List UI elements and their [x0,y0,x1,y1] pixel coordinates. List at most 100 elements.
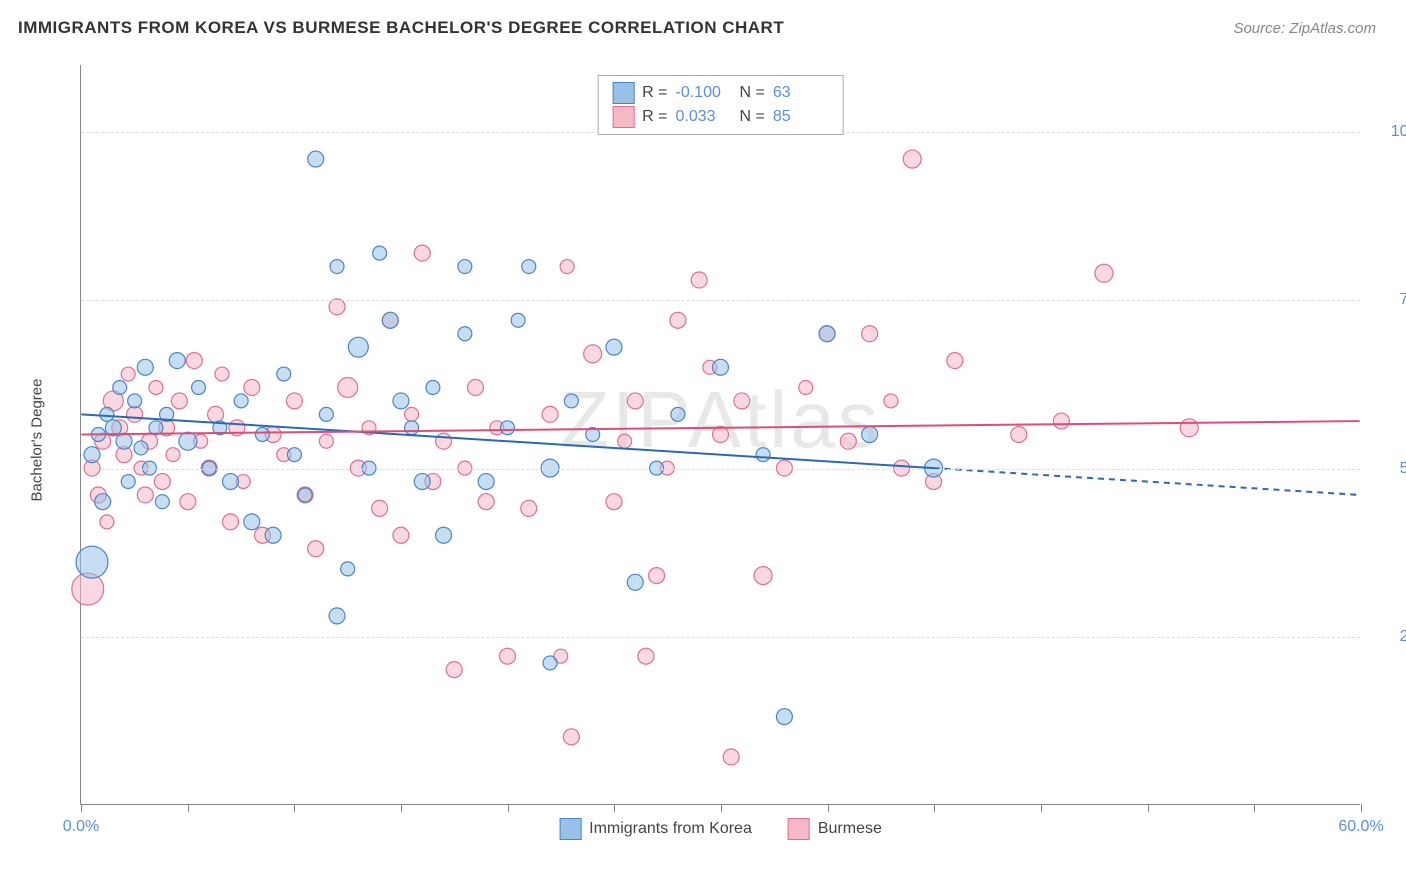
data-point [478,494,494,510]
data-point [627,393,643,409]
data-point [215,367,229,381]
data-point [500,421,514,435]
data-point [208,406,224,422]
data-point [799,380,813,394]
data-point [840,433,856,449]
chart-header: IMMIGRANTS FROM KOREA VS BURMESE BACHELO… [0,0,1406,48]
data-point [1180,419,1198,437]
r-label: R = [642,105,667,129]
data-point [499,648,515,664]
data-point [511,313,525,327]
plot-area: ZIPAtlas R = -0.100 N = 63 R = 0.033 N =… [80,65,1360,805]
grid-line [81,300,1360,301]
data-point [405,407,419,421]
data-point [84,447,100,463]
data-point [560,260,574,274]
data-point [458,327,472,341]
data-point [426,380,440,394]
n-label: N = [740,81,765,105]
data-point [137,487,153,503]
x-tick [294,804,295,812]
data-point [338,377,358,397]
data-point [137,359,153,375]
grid-line [81,637,1360,638]
data-point [223,474,239,490]
data-point [691,272,707,288]
y-axis-label: Bachelor's Degree [29,379,46,502]
data-point [286,393,302,409]
data-point [329,608,345,624]
data-point [862,427,878,443]
x-tick [828,804,829,812]
stats-legend: R = -0.100 N = 63 R = 0.033 N = 85 [597,75,844,135]
data-point [348,337,368,357]
data-point [265,527,281,543]
data-point [436,527,452,543]
data-point [121,475,135,489]
data-point [543,656,557,670]
data-point [618,434,632,448]
data-point [563,729,579,745]
data-point [754,567,772,585]
x-tick [934,804,935,812]
chart-source: Source: ZipAtlas.com [1233,20,1376,37]
data-point [903,150,921,168]
data-point [723,749,739,765]
data-point [308,151,324,167]
legend-item-burmese: Burmese [788,818,882,840]
data-point [756,448,770,462]
data-point [414,245,430,261]
data-point [606,339,622,355]
data-point [134,441,148,455]
data-point [521,500,537,516]
data-point [373,246,387,260]
data-point [95,494,111,510]
data-point [405,421,419,435]
legend-label-korea: Immigrants from Korea [589,820,752,838]
data-point [372,500,388,516]
data-point [862,326,878,342]
y-tick-label: 75.0% [1365,291,1406,309]
data-point [128,394,142,408]
data-point [244,514,260,530]
data-point [171,393,187,409]
data-point [542,406,558,422]
x-tick-label-end: 60.0% [1338,818,1383,836]
x-tick [614,804,615,812]
data-point [627,574,643,590]
x-tick [81,804,82,812]
x-tick [1361,804,1362,812]
grid-line [81,469,1360,470]
n-value-korea: 63 [773,81,829,105]
data-point [1053,413,1069,429]
data-point [319,434,333,448]
data-point [436,433,452,449]
y-tick-label: 100.0% [1365,123,1406,141]
data-point [154,474,170,490]
data-point [223,514,239,530]
data-point [638,648,654,664]
x-tick [1254,804,1255,812]
data-point [319,407,333,421]
x-tick [1041,804,1042,812]
y-tick-label: 25.0% [1365,628,1406,646]
data-point [287,448,301,462]
y-tick-label: 50.0% [1365,460,1406,478]
chart-svg [81,65,1360,804]
swatch-burmese [612,106,634,128]
data-point [100,407,114,421]
swatch-burmese-icon [788,818,810,840]
trend-line-extrapolated [934,468,1360,495]
x-tick [1148,804,1149,812]
swatch-korea-icon [559,818,581,840]
x-tick [401,804,402,812]
data-point [298,488,312,502]
data-point [308,541,324,557]
legend-item-korea: Immigrants from Korea [559,818,752,840]
data-point [121,367,135,381]
data-point [1095,264,1113,282]
data-point [341,562,355,576]
r-label: R = [642,81,667,105]
data-point [393,527,409,543]
data-point [113,380,127,394]
